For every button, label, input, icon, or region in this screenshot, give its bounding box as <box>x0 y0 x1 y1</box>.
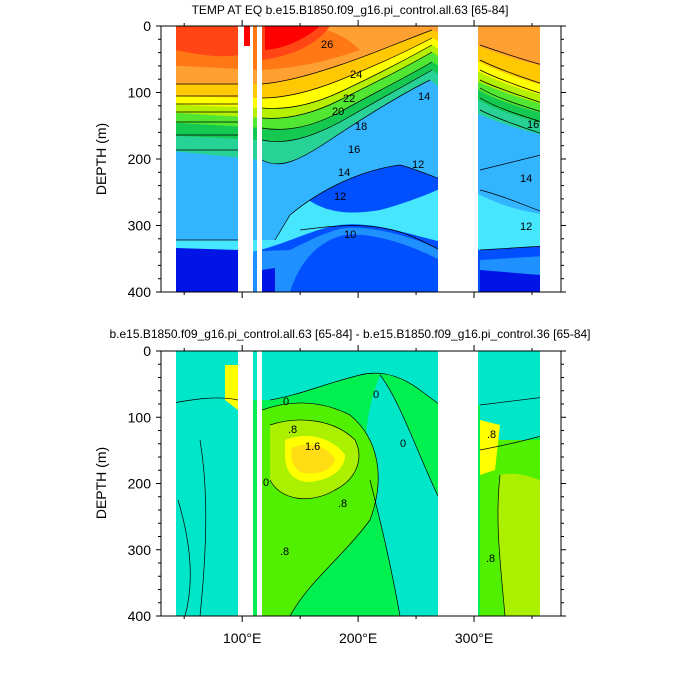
bottom-contour-label-0c: 0 <box>400 438 406 450</box>
top-axes: 0 100 200 300 400 <box>128 18 566 300</box>
top-chart-title: TEMP AT EQ b.e15.B1850.f09_g16.pi_contro… <box>192 3 509 17</box>
top-band-darkblue <box>290 234 440 292</box>
bottom-difference-field <box>161 351 561 616</box>
y-tick-label: 300 <box>128 218 152 234</box>
x-tick-label: 100°E <box>223 630 261 646</box>
top-contour-label-20: 20 <box>332 106 344 118</box>
y-tick-label: 200 <box>128 476 152 492</box>
bottom-band-cyan-right <box>365 375 440 616</box>
bottom-band-gold <box>291 444 335 474</box>
top-panel: TEMP AT EQ b.e15.B1850.f09_g16.pi_contro… <box>93 3 566 300</box>
top-contour-label-12b: 12 <box>412 159 424 171</box>
y-tick-label: 400 <box>128 284 152 300</box>
bottom-contour-labels: 0 0 .8 1.6 0 0 .8 .8 .8 .8 <box>263 389 496 565</box>
bottom-band-yellow <box>285 420 500 482</box>
bottom-contour-label-0b: 0 <box>373 389 379 401</box>
top-contour-label-12c: 12 <box>520 221 532 233</box>
y-tick-label: 400 <box>128 608 152 624</box>
bottom-contour-label-08b: .8 <box>338 498 347 510</box>
top-temperature-field <box>161 26 561 292</box>
top-contour-labels: 26 24 22 20 18 16 14 12 10 14 16 14 12 1… <box>321 39 539 241</box>
bottom-gaps <box>161 351 561 616</box>
y-tick-label: 300 <box>128 542 152 558</box>
y-tick-label: 200 <box>128 151 152 167</box>
top-gaps <box>161 26 561 292</box>
top-contour-label-24: 24 <box>350 69 362 81</box>
bottom-contour-label-16: 1.6 <box>305 441 320 453</box>
bottom-band-cyan-left <box>161 400 238 616</box>
y-tick-label: 100 <box>128 409 152 425</box>
top-contour-label-14c: 14 <box>520 173 532 185</box>
top-y-axis-label: DEPTH (m) <box>93 123 109 195</box>
top-contour-label-10: 10 <box>344 229 356 241</box>
bottom-band-yellowgreen <box>270 420 561 616</box>
bottom-panel: b.e15.B1850.f09_g16.pi_control.all.63 [6… <box>93 327 591 646</box>
bottom-y-axis-label: DEPTH (m) <box>93 447 109 519</box>
top-band-red <box>243 26 320 50</box>
y-tick-label: 100 <box>128 85 152 101</box>
top-contour-label-18: 18 <box>355 121 367 133</box>
top-contour-label-22: 22 <box>343 93 355 105</box>
bottom-contour-label-0d: 0 <box>263 477 269 489</box>
top-contour-label-14: 14 <box>338 167 350 179</box>
bottom-chart-title: b.e15.B1850.f09_g16.pi_control.all.63 [6… <box>109 327 590 341</box>
bottom-axes: 0 100 200 300 400 100°E 200°E 300°E <box>128 343 566 646</box>
x-tick-label: 300°E <box>455 630 493 646</box>
bottom-contour-lines <box>161 372 561 616</box>
y-tick-label: 0 <box>143 18 151 34</box>
top-band-deepblue <box>176 248 540 292</box>
bottom-contour-label-08c: .8 <box>280 546 289 558</box>
top-contour-lines <box>161 29 561 251</box>
bottom-contour-label-08a: .8 <box>288 424 297 436</box>
x-tick-label: 200°E <box>339 630 377 646</box>
top-contour-label-16b: 16 <box>527 119 539 131</box>
y-tick-label: 0 <box>143 343 151 359</box>
bottom-contour-label-0a: 0 <box>283 396 289 408</box>
top-contour-label-14b: 14 <box>418 91 430 103</box>
bottom-contour-label-08d: .8 <box>487 429 496 441</box>
top-contour-label-12: 12 <box>334 191 346 203</box>
bottom-contour-label-08e: .8 <box>486 553 495 565</box>
top-contour-label-16: 16 <box>348 144 360 156</box>
top-contour-label-26: 26 <box>321 39 333 51</box>
